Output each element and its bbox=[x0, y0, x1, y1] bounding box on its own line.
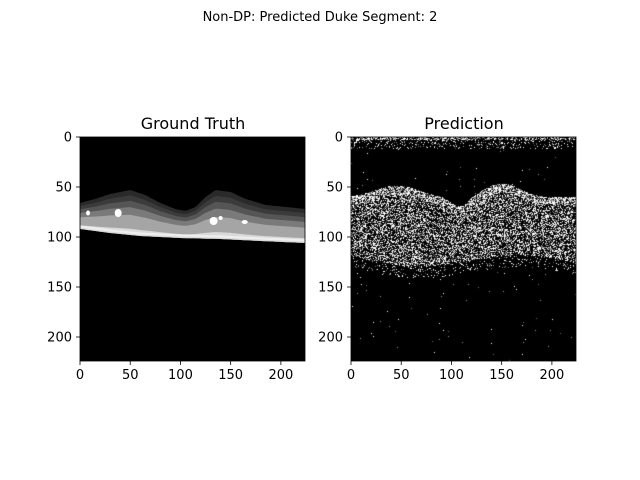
ground-truth-axes: 0 50 100 150 200 0 50 100 150 200 bbox=[47, 131, 306, 383]
y-tick-label: 0 bbox=[335, 131, 343, 146]
y-tick-label: 100 bbox=[47, 231, 72, 246]
x-tick-label: 150 bbox=[218, 368, 243, 383]
image-background bbox=[80, 137, 305, 361]
lesion-spot bbox=[218, 216, 223, 220]
lesion-spot bbox=[241, 220, 248, 224]
y-tick-label: 200 bbox=[318, 331, 343, 346]
lesion-spot bbox=[114, 209, 122, 217]
x-tick-label: 0 bbox=[76, 368, 84, 383]
prediction-panel: Prediction 0 50 100 150 200 0 50 100 150 200 bbox=[318, 114, 577, 383]
prediction-image bbox=[351, 137, 576, 361]
ground-truth-panel: Ground Truth 0 50 100 150 200 0 50 100 150 200 bbox=[47, 114, 306, 383]
axes-frame bbox=[79, 136, 306, 362]
y-tick-label: 50 bbox=[55, 181, 72, 196]
y-tick-label: 0 bbox=[64, 131, 72, 146]
prediction-axes: 0 50 100 150 200 0 50 100 150 200 bbox=[318, 131, 577, 383]
x-tick-label: 100 bbox=[439, 368, 464, 383]
x-tick-label: 150 bbox=[489, 368, 514, 383]
y-tick-label: 200 bbox=[47, 331, 72, 346]
y-tick-label: 50 bbox=[326, 181, 343, 196]
axes-frame bbox=[350, 136, 577, 362]
x-tick-label: 200 bbox=[268, 368, 293, 383]
y-tick-label: 150 bbox=[47, 281, 72, 296]
rpe-line bbox=[80, 225, 305, 242]
lesion-spot bbox=[86, 210, 91, 216]
lesion-spot bbox=[209, 217, 218, 225]
x-tick-label: 100 bbox=[168, 368, 193, 383]
ground-truth-title: Ground Truth bbox=[141, 114, 246, 133]
x-tick-label: 200 bbox=[539, 368, 564, 383]
prediction-raster bbox=[351, 137, 576, 361]
y-tick-label: 100 bbox=[318, 231, 343, 246]
prediction-title: Prediction bbox=[424, 114, 503, 133]
retina-layers bbox=[80, 190, 305, 243]
x-tick-label: 50 bbox=[122, 368, 139, 383]
x-tick-label: 50 bbox=[393, 368, 410, 383]
figure-suptitle: Non-DP: Predicted Duke Segment: 2 bbox=[203, 10, 438, 25]
x-tick-label: 0 bbox=[347, 368, 355, 383]
retina-layer bbox=[80, 214, 305, 241]
ground-truth-image bbox=[80, 137, 305, 361]
y-tick-label: 150 bbox=[318, 281, 343, 296]
